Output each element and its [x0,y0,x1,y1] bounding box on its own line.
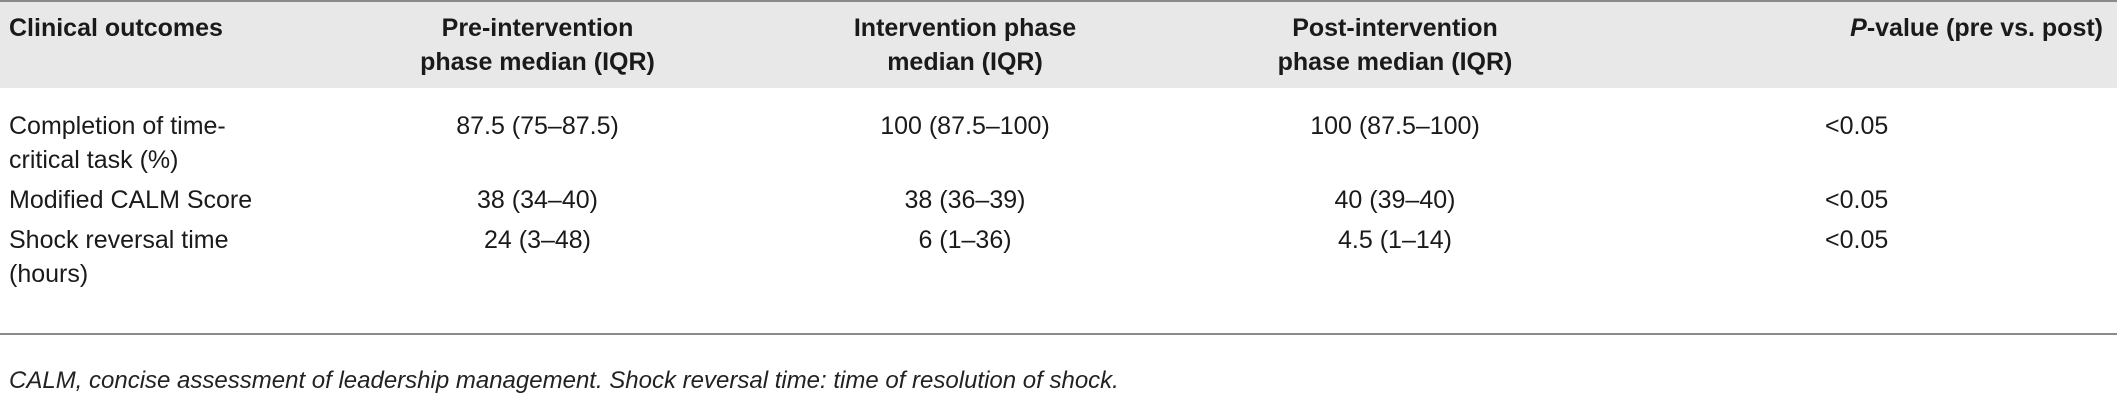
header-row: Clinical outcomes Pre-intervention phase… [0,2,2117,88]
row-p-value-cell: <0.05 [1825,226,1889,254]
header-int-line2: median (IQR) [887,48,1043,76]
row-outcome-line1: Shock reversal time [9,226,229,254]
row-post-cell: 100 (87.5–100) [1310,112,1480,140]
row-outcome-cell: Shock reversal time (hours) [0,220,320,294]
row-pre-cell: 24 (3–48) [483,226,592,254]
header-pre-line1: Pre-intervention [441,14,634,42]
row-intervention-cell: 38 (36–39) [904,186,1026,214]
clinical-outcomes-table: Clinical outcomes Pre-intervention phase… [0,2,2117,294]
row-pre-cell: 87.5 (75–87.5) [456,112,619,140]
header-p-rest: -value (pre vs. post) [1866,14,2103,42]
header-post-line1: Post-intervention [1292,14,1498,42]
header-pre-intervention: Pre-intervention phase median (IQR) [320,2,755,88]
header-clinical-outcomes: Clinical outcomes [0,2,320,88]
row-outcome-cell: Completion of time- critical task (%) [0,88,320,180]
row-outcome-line2: (hours) [9,260,89,288]
header-pre-line2: phase median (IQR) [420,48,655,76]
row-pre-cell: 38 (34–40) [477,186,598,214]
header-post-intervention: Post-intervention phase median (IQR) [1175,2,1615,88]
table-row: Modified CALM Score 38 (34–40) 38 (36–39… [0,180,2117,220]
bottom-rule [0,333,2117,335]
row-outcome-line1: Completion of time- [9,112,226,140]
row-post-cell: 40 (39–40) [1334,186,1456,214]
table-row: Shock reversal time (hours) 24 (3–48) 6 … [0,220,2117,294]
header-int-line1: Intervention phase [853,14,1077,42]
row-p-value-cell: <0.05 [1825,112,1889,140]
row-intervention-cell: 6 (1–36) [918,226,1012,254]
header-intervention: Intervention phase median (IQR) [755,2,1175,88]
table-row: Completion of time- critical task (%) 87… [0,88,2117,180]
header-post-line2: phase median (IQR) [1277,48,1513,76]
row-post-cell: 4.5 (1–14) [1338,226,1452,254]
row-outcome-cell: Modified CALM Score [0,180,320,220]
top-rule [0,0,2117,2]
row-p-value-cell: <0.05 [1825,186,1889,214]
row-outcome-line1: Modified CALM Score [9,186,253,214]
row-intervention-cell: 100 (87.5–100) [880,112,1050,140]
table-footnote: CALM, concise assessment of leadership m… [9,367,1119,394]
row-outcome-line2: critical task (%) [9,146,179,174]
header-clinical-outcomes-label: Clinical outcomes [9,14,223,42]
header-p-italic: P [1850,14,1867,42]
header-p-value: P-value (pre vs. post) [1615,2,2117,88]
